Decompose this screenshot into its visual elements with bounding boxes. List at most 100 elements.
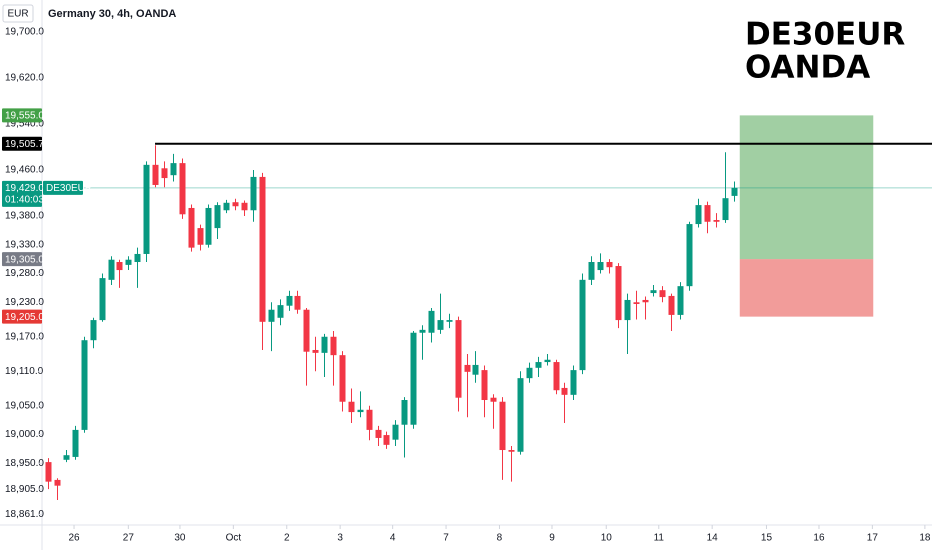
x-tick-label: 17 <box>867 533 879 544</box>
candle-body <box>535 362 542 368</box>
candle-body <box>294 295 301 310</box>
candle-body <box>464 364 471 372</box>
candle-body <box>446 320 453 322</box>
candle-body <box>179 163 186 215</box>
currency[interactable]: EUR <box>7 9 28 20</box>
y-tick-label: 18,905.0 <box>5 484 44 495</box>
candle-body <box>241 202 248 211</box>
candle-body <box>375 429 382 438</box>
candle-body <box>90 320 97 341</box>
candle-body <box>116 262 123 271</box>
candle-body <box>125 259 132 265</box>
candle-body <box>303 309 310 352</box>
candle-body <box>321 336 328 353</box>
candle-body <box>579 279 586 371</box>
resistance-tag-label: 19,505.7 <box>5 139 44 150</box>
candle-body <box>54 479 61 486</box>
candle-body <box>704 205 711 222</box>
candle-body <box>330 336 337 356</box>
candle-body <box>108 259 115 280</box>
watermark: DE30EUR <box>745 17 905 53</box>
candle-body <box>134 253 141 263</box>
candle-body <box>232 202 239 207</box>
x-tick-label: 2 <box>284 533 290 544</box>
candle-body <box>45 462 52 482</box>
currency-box[interactable] <box>2 4 34 23</box>
candle-body <box>259 176 266 322</box>
candle-body <box>731 187 738 196</box>
watermark: OANDA <box>745 50 870 86</box>
candle-body <box>250 176 257 211</box>
symbol-tag-label: DE30EUR <box>46 183 92 194</box>
y-tick-label: 19,170.0 <box>5 331 44 342</box>
candle-body <box>286 295 293 306</box>
candle-body <box>544 359 551 363</box>
entry-tag <box>2 252 42 267</box>
candle-body <box>392 424 399 440</box>
candle-body <box>143 164 150 254</box>
x-tick-label: 18 <box>919 533 931 544</box>
y-tick-label: 19,280.0 <box>5 268 44 279</box>
candle-body <box>357 409 364 413</box>
candle-body <box>695 205 702 225</box>
candle-body <box>339 355 346 402</box>
candle-body <box>410 332 417 425</box>
x-tick-label: 7 <box>443 533 449 544</box>
y-tick-label: 19,620.0 <box>5 73 44 84</box>
candle-body <box>588 262 595 280</box>
entry-tag-label: 19,305.0 <box>5 254 44 265</box>
x-tick-label: 27 <box>123 533 135 544</box>
y-tick-label: 19,230.0 <box>5 297 44 308</box>
y-tick-label: 19,110.0 <box>5 366 44 377</box>
candle-body <box>722 198 729 221</box>
y-tick-label: 18,950.0 <box>5 458 44 469</box>
candle-body <box>268 309 275 322</box>
candle-body <box>401 400 408 425</box>
candle-body <box>223 202 230 211</box>
candle-body <box>677 286 684 315</box>
target-tag <box>2 108 42 123</box>
candle-body <box>553 362 560 391</box>
y-tick-label: 19,700.0 <box>5 27 44 38</box>
candle-body <box>659 290 666 298</box>
candle-body <box>205 207 212 245</box>
candle-body <box>597 262 604 271</box>
candle-body <box>419 329 426 333</box>
x-tick-label: Oct <box>226 533 242 544</box>
y-tick-label: 19,380.0 <box>5 211 44 222</box>
x-tick-label: 10 <box>601 533 613 544</box>
candle-body <box>570 370 577 395</box>
x-tick-label: 3 <box>337 533 343 544</box>
y-tick-label: 18,861.0 <box>5 509 44 520</box>
symbol-tag <box>43 180 83 195</box>
candle-body <box>481 370 488 401</box>
stop-tag <box>2 309 42 324</box>
candle-body <box>383 435 390 445</box>
y-tick-label: 19,540.0 <box>5 119 44 130</box>
x-tick-label: 15 <box>761 533 773 544</box>
candle-body <box>170 163 177 176</box>
stop-zone <box>739 259 874 317</box>
candle-body <box>72 429 79 457</box>
y-tick-label: 19,050.0 <box>5 400 44 411</box>
candle-body <box>161 168 168 179</box>
candle-body <box>686 224 693 287</box>
candle-body <box>277 305 284 318</box>
chart-title: Germany 30, 4h, OANDA <box>48 8 176 20</box>
candle-body <box>615 266 622 321</box>
x-tick-label: 26 <box>68 533 80 544</box>
x-tick-label: 14 <box>707 533 719 544</box>
candle-body <box>188 207 195 248</box>
target-tag-label: 19,555.0 <box>5 111 44 122</box>
x-tick-label: 4 <box>390 533 396 544</box>
x-tick-label: 9 <box>549 533 555 544</box>
candle-body <box>455 320 462 398</box>
last-price-tag-label: 19,429.0 <box>5 183 44 194</box>
candle-body <box>633 302 640 304</box>
candle-body <box>63 455 70 460</box>
x-tick-label: 11 <box>654 533 665 544</box>
candle-body <box>713 220 720 222</box>
x-tick-label: 30 <box>174 533 186 544</box>
y-tick-label: 19,000.0 <box>5 429 44 440</box>
resistance-tag <box>2 136 42 151</box>
